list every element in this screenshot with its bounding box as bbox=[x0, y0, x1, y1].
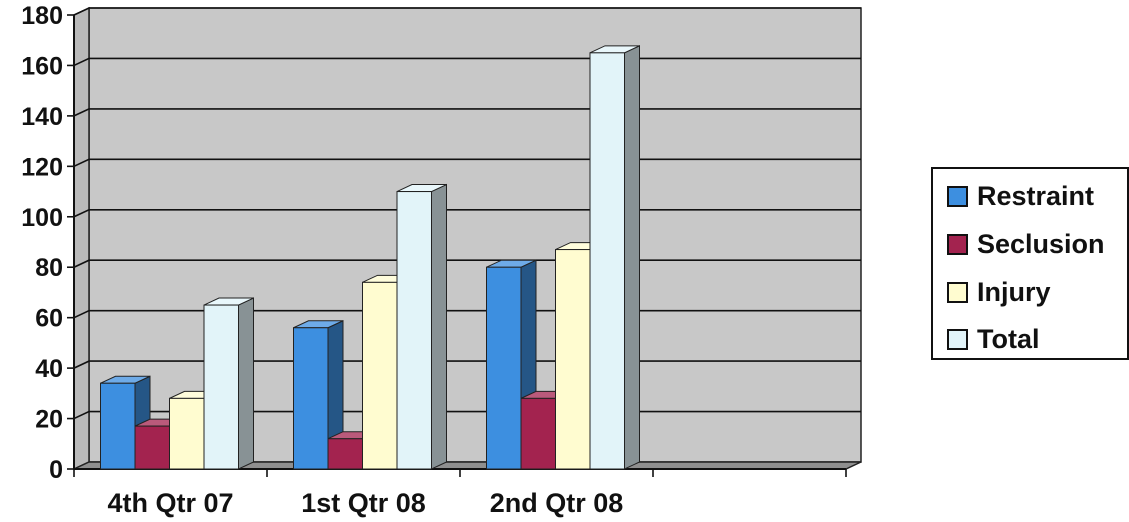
bar-front bbox=[555, 249, 591, 470]
legend-label-injury: Injury bbox=[977, 276, 1051, 307]
chart-legend: Restraint Seclusion Injury Total bbox=[931, 167, 1129, 360]
x-category-label: 1st Qtr 08 bbox=[301, 488, 426, 518]
gridline bbox=[73, 7, 861, 16]
bar-front bbox=[589, 52, 625, 470]
legend-item-restraint: Restraint bbox=[947, 179, 1094, 213]
x-category-label: 2nd Qtr 08 bbox=[490, 488, 624, 518]
legend-swatch-seclusion bbox=[947, 233, 968, 255]
y-tick-label: 100 bbox=[21, 204, 63, 232]
bar-total bbox=[203, 297, 254, 470]
bars bbox=[100, 45, 640, 470]
legend-item-seclusion: Seclusion bbox=[947, 227, 1105, 261]
bar-front bbox=[362, 281, 398, 470]
y-tick-label: 80 bbox=[35, 254, 63, 282]
y-tick-label: 120 bbox=[21, 153, 63, 181]
bar-front bbox=[293, 327, 329, 470]
legend-swatch-total bbox=[947, 328, 968, 350]
legend-swatch-restraint bbox=[947, 185, 968, 207]
x-axis-categories: 4th Qtr 07 1st Qtr 08 2nd Qtr 08 bbox=[107, 488, 623, 518]
y-tick-label: 180 bbox=[21, 2, 63, 30]
bar-front bbox=[396, 191, 432, 470]
y-axis-ticks: 0 20 40 60 80 100 120 140 160 180 bbox=[21, 2, 63, 484]
legend-label-seclusion: Seclusion bbox=[977, 228, 1105, 259]
y-tick-label: 60 bbox=[35, 305, 63, 333]
bar-front bbox=[203, 304, 239, 470]
bar-front bbox=[134, 425, 170, 470]
x-category-label: 4th Qtr 07 bbox=[107, 488, 233, 518]
bar-front bbox=[327, 438, 363, 470]
legend-item-injury: Injury bbox=[947, 275, 1051, 309]
bar-total bbox=[396, 183, 447, 470]
y-tick-label: 40 bbox=[35, 355, 63, 383]
bar-side bbox=[624, 45, 640, 470]
legend-label-restraint: Restraint bbox=[977, 180, 1095, 211]
legend-item-total: Total bbox=[947, 322, 1040, 356]
legend-swatch-injury bbox=[947, 281, 968, 303]
bar-front bbox=[169, 397, 205, 470]
y-tick-label: 140 bbox=[21, 103, 63, 131]
bar-restraint bbox=[100, 375, 151, 470]
bar-side bbox=[431, 183, 447, 470]
side-wall bbox=[73, 6, 90, 471]
y-tick-label: 20 bbox=[35, 406, 63, 434]
bar-front bbox=[520, 397, 556, 470]
bar-total bbox=[589, 45, 640, 470]
bar-side bbox=[238, 297, 254, 470]
y-tick-label: 160 bbox=[21, 52, 63, 80]
legend-label-total: Total bbox=[977, 323, 1040, 354]
bar-front bbox=[100, 382, 136, 470]
y-tick-label: 0 bbox=[49, 456, 63, 484]
bar-restraint bbox=[293, 319, 344, 470]
bar-front bbox=[486, 266, 522, 470]
